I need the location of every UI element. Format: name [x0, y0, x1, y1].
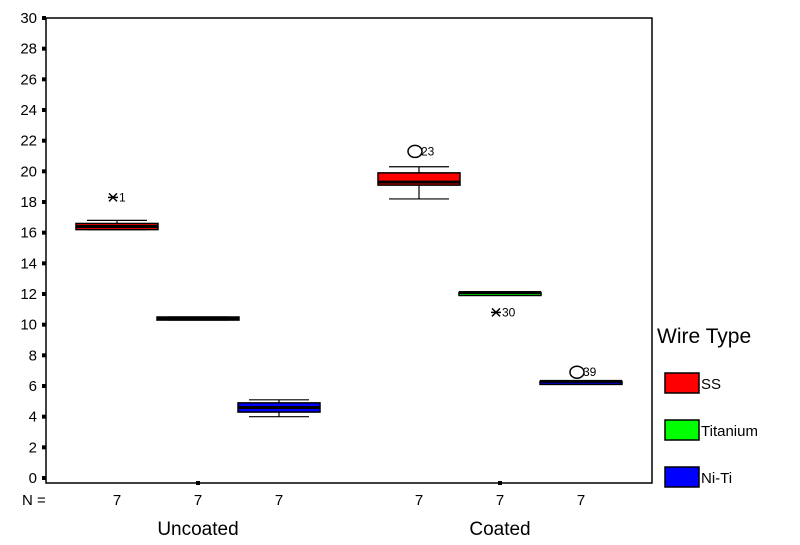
y-tick-label: 0: [29, 470, 37, 487]
box-uncoated-titanium: [156, 316, 240, 321]
y-tick-label: 12: [20, 286, 37, 303]
n-value: 7: [194, 492, 202, 509]
box-coated-ss: 23: [377, 144, 461, 200]
y-tick-mark: [42, 77, 46, 82]
y-tick-label: 14: [20, 255, 37, 272]
y-tick-label: 24: [20, 102, 37, 119]
legend-title: Wire Type: [657, 325, 751, 348]
y-tick-label: 20: [20, 163, 37, 180]
legend-swatch: [664, 466, 700, 488]
y-tick-mark: [42, 445, 46, 450]
outlier-label: 30: [502, 305, 516, 319]
legend-swatch: [664, 419, 700, 441]
y-tick-label: 6: [29, 378, 37, 395]
y-tick-mark: [42, 46, 46, 51]
y-tick-mark: [42, 353, 46, 358]
group-label-uncoated: Uncoated: [157, 519, 238, 540]
y-tick-mark: [42, 476, 46, 480]
legend-label: Ni-Ti: [701, 470, 732, 487]
group-labels: Uncoated Coated: [157, 481, 531, 540]
box-uncoated-ss: 1: [75, 190, 159, 231]
y-tick-mark: [42, 230, 46, 235]
legend-swatch: [664, 372, 700, 394]
y-tick-label: 30: [20, 10, 37, 27]
y-tick-mark: [42, 108, 46, 112]
y-tick-label: 2: [29, 439, 37, 456]
y-tick-mark: [42, 322, 46, 327]
legend-item-ni-ti: Ni-Ti: [664, 466, 732, 488]
outlier-circle: [407, 144, 423, 159]
y-tick-label: 22: [20, 133, 37, 150]
y-tick-label: 4: [29, 409, 37, 426]
n-value: 7: [113, 492, 121, 509]
y-tick-mark: [42, 261, 46, 266]
n-value: 7: [275, 492, 283, 509]
y-tick-mark: [42, 384, 46, 388]
group-label-coated: Coated: [469, 519, 530, 540]
n-value: 7: [415, 492, 423, 509]
x-tick-mark: [196, 481, 200, 485]
y-tick-label: 16: [20, 225, 37, 242]
y-tick-label: 18: [20, 194, 37, 211]
legend-label: Titanium: [701, 423, 758, 440]
outlier-label: 39: [583, 365, 597, 379]
y-tick-mark: [42, 200, 46, 204]
outlier-label: 23: [421, 144, 435, 158]
y-tick-label: 26: [20, 71, 37, 88]
n-value: 7: [577, 492, 585, 509]
box-coated-ni-ti: 39: [539, 365, 623, 386]
legend-label: SS: [701, 376, 721, 393]
y-tick-label: 8: [29, 347, 37, 364]
y-tick-mark: [42, 16, 46, 20]
y-tick-mark: [42, 138, 46, 143]
n-row-label: N =: [22, 492, 46, 509]
outlier-star-stroke: [491, 307, 501, 317]
boxes: 1 23 30 39: [75, 144, 623, 418]
x-tick-mark: [498, 481, 502, 485]
n-value: 7: [496, 492, 504, 509]
box-uncoated-ni-ti: [237, 399, 321, 418]
y-tick-mark: [42, 292, 46, 296]
plot-frame: [45, 17, 653, 484]
y-tick-mark: [42, 414, 46, 419]
legend: Wire Type SS Titanium Ni-Ti: [657, 325, 758, 488]
outlier-star-stroke: [108, 192, 118, 202]
box-coated-titanium: 30: [458, 290, 542, 319]
y-tick-label: 28: [20, 41, 37, 58]
outlier-circle: [569, 365, 585, 379]
y-tick-mark: [42, 169, 46, 174]
legend-item-ss: SS: [664, 372, 721, 394]
legend-item-titanium: Titanium: [664, 419, 758, 441]
outlier-label: 1: [119, 190, 126, 204]
y-tick-label: 10: [20, 317, 37, 334]
n-row: N = 7 7 7 7 7 7: [22, 492, 585, 509]
